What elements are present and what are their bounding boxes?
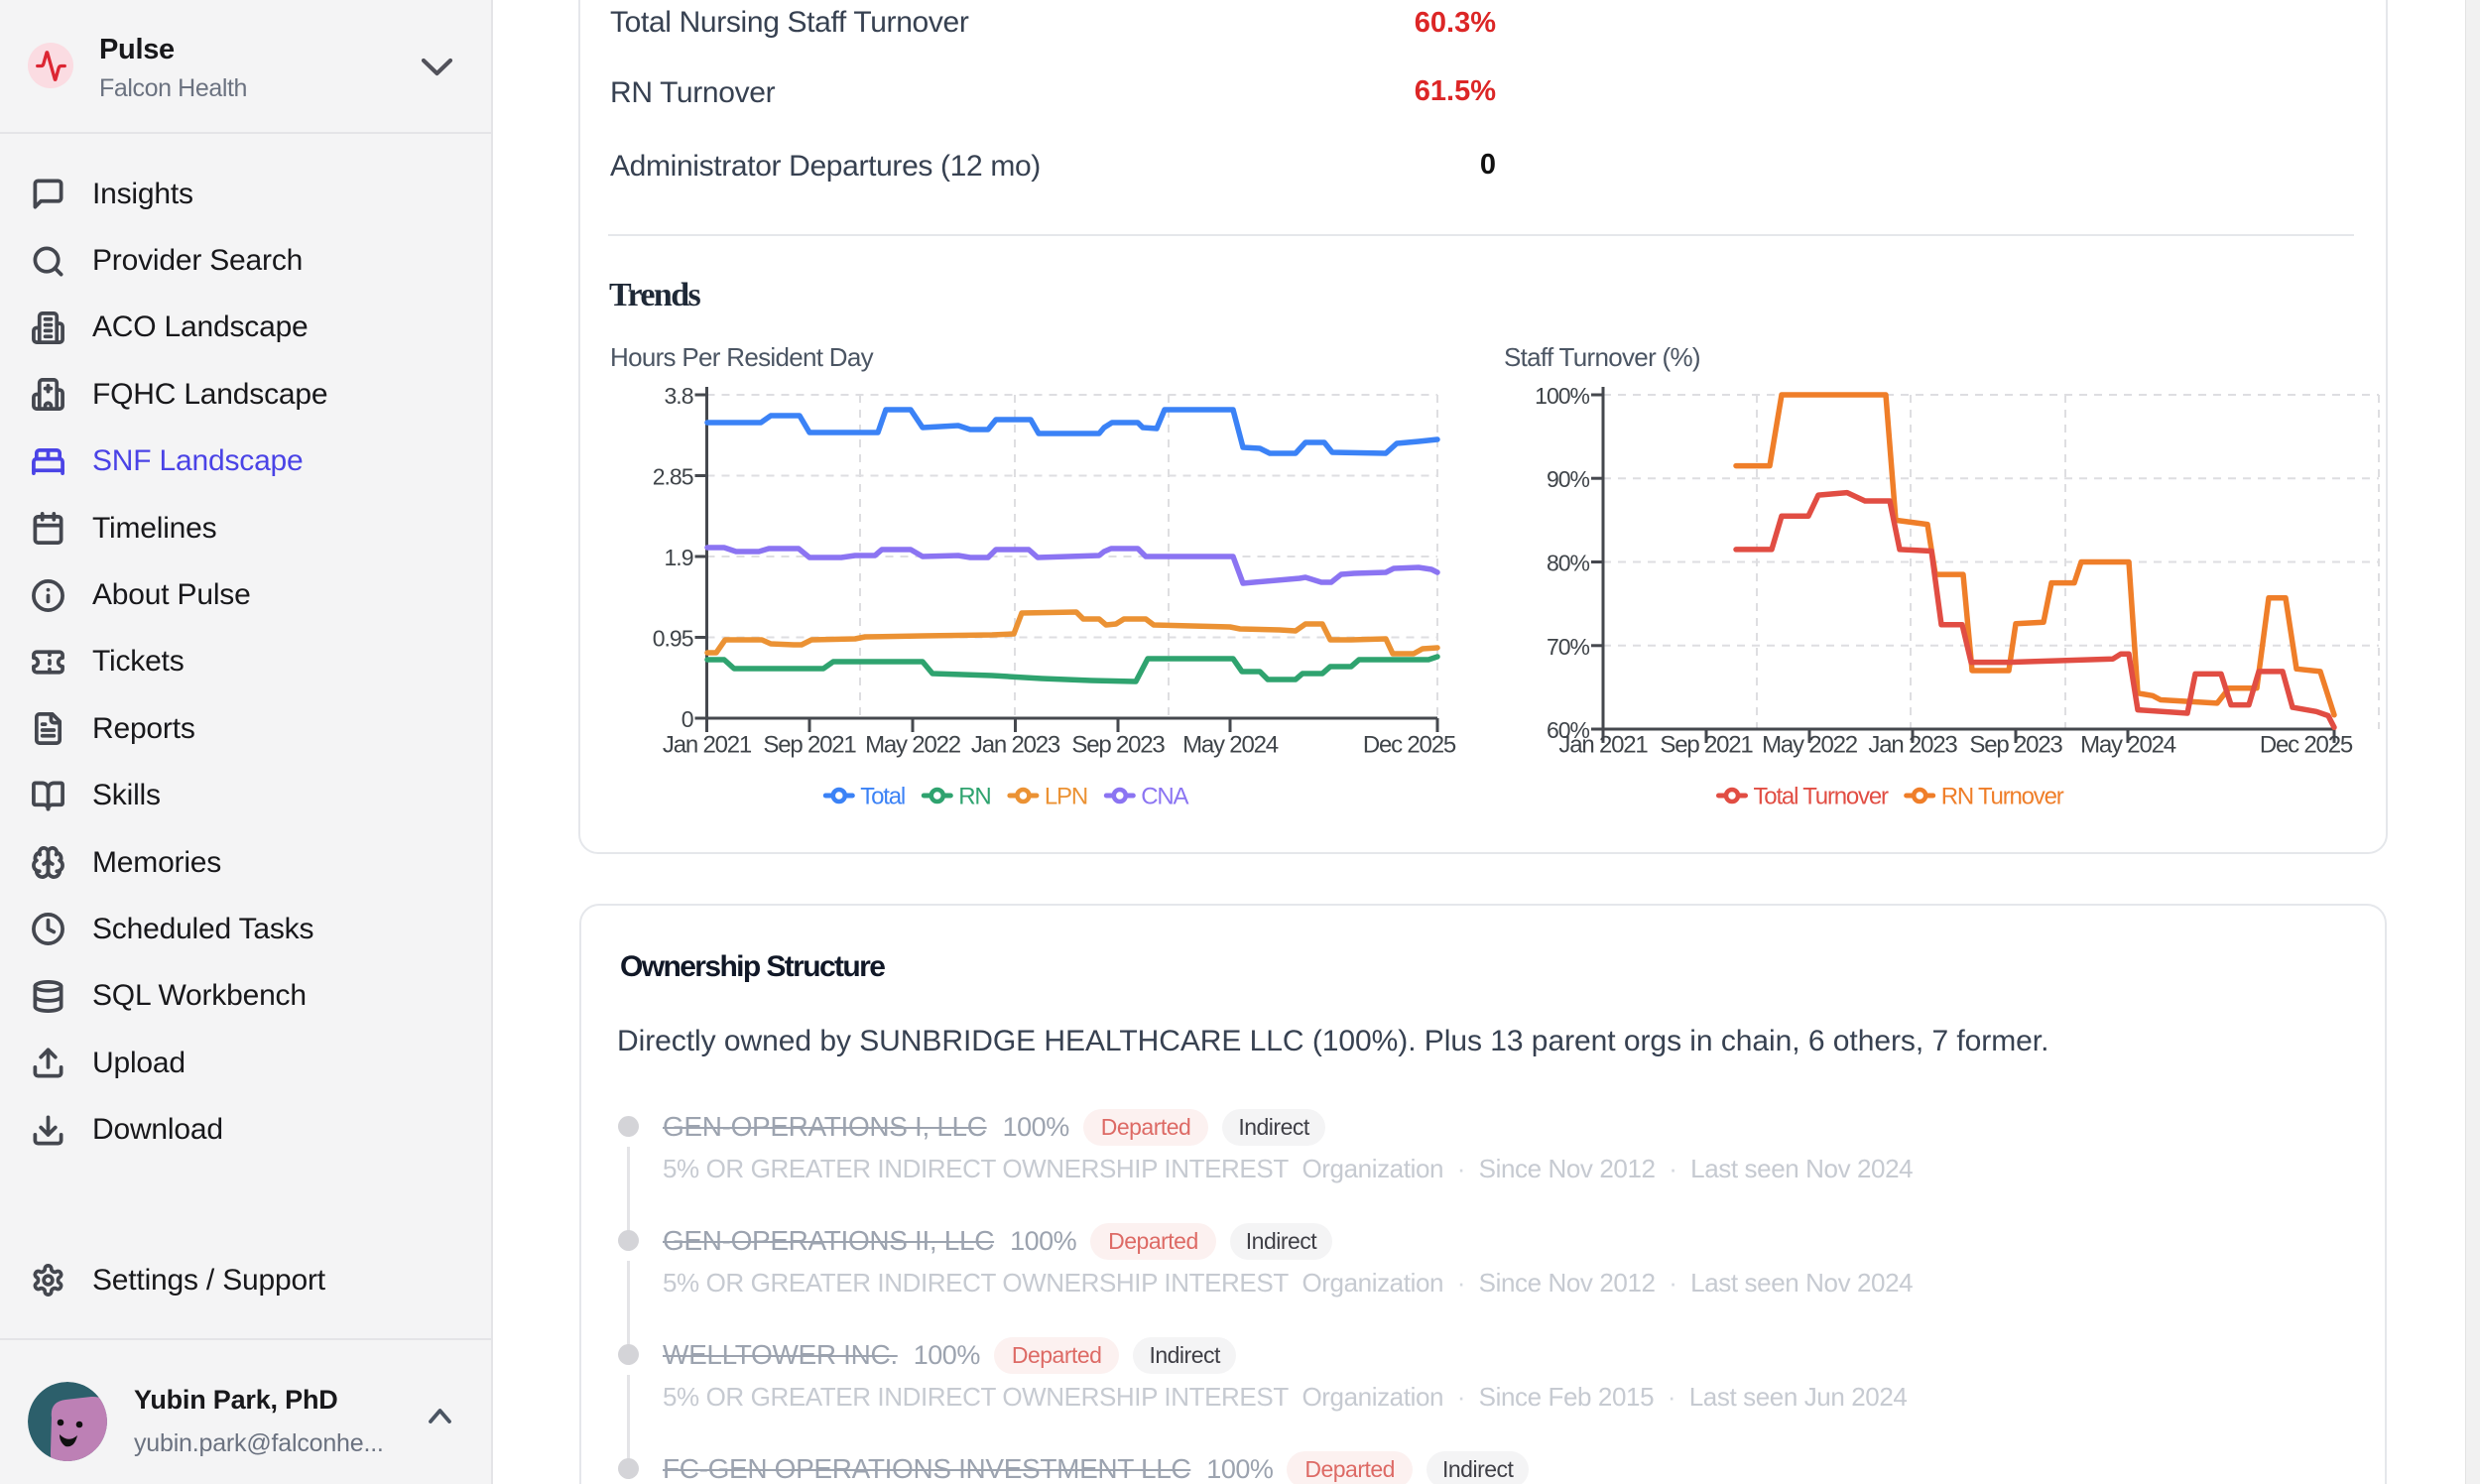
svg-text:0.95: 0.95 bbox=[653, 626, 693, 652]
svg-text:RN Turnover: RN Turnover bbox=[1941, 784, 2064, 810]
svg-text:CNA: CNA bbox=[1141, 784, 1188, 810]
svg-text:Sep 2023: Sep 2023 bbox=[1969, 732, 2062, 759]
svg-text:Sep 2023: Sep 2023 bbox=[1071, 732, 1165, 759]
svg-text:RN: RN bbox=[958, 784, 990, 810]
svg-text:Sep 2021: Sep 2021 bbox=[763, 732, 856, 759]
svg-text:Dec 2025: Dec 2025 bbox=[2260, 732, 2353, 759]
svg-text:Jan 2023: Jan 2023 bbox=[971, 732, 1060, 759]
svg-text:3.8: 3.8 bbox=[665, 383, 693, 409]
svg-text:Total: Total bbox=[860, 784, 905, 810]
svg-text:60%: 60% bbox=[1547, 717, 1590, 743]
svg-text:1.9: 1.9 bbox=[665, 545, 693, 570]
svg-text:Jan 2021: Jan 2021 bbox=[1558, 732, 1648, 759]
svg-text:90%: 90% bbox=[1547, 466, 1590, 492]
svg-text:100%: 100% bbox=[1535, 383, 1589, 409]
svg-text:LPN: LPN bbox=[1045, 784, 1087, 810]
svg-text:Sep 2021: Sep 2021 bbox=[1660, 732, 1753, 759]
svg-text:Dec 2025: Dec 2025 bbox=[1363, 732, 1456, 759]
svg-text:Jan 2023: Jan 2023 bbox=[1868, 732, 1957, 759]
svg-text:Jan 2021: Jan 2021 bbox=[663, 732, 752, 759]
svg-text:May 2022: May 2022 bbox=[1762, 732, 1858, 759]
svg-text:70%: 70% bbox=[1547, 634, 1590, 660]
svg-text:May 2024: May 2024 bbox=[2080, 732, 2176, 759]
svg-text:Total Turnover: Total Turnover bbox=[1754, 784, 1889, 810]
svg-text:May 2022: May 2022 bbox=[865, 732, 961, 759]
svg-text:2.85: 2.85 bbox=[653, 464, 693, 490]
svg-text:80%: 80% bbox=[1547, 551, 1590, 576]
svg-text:0: 0 bbox=[682, 706, 693, 732]
svg-text:May 2024: May 2024 bbox=[1182, 732, 1279, 759]
